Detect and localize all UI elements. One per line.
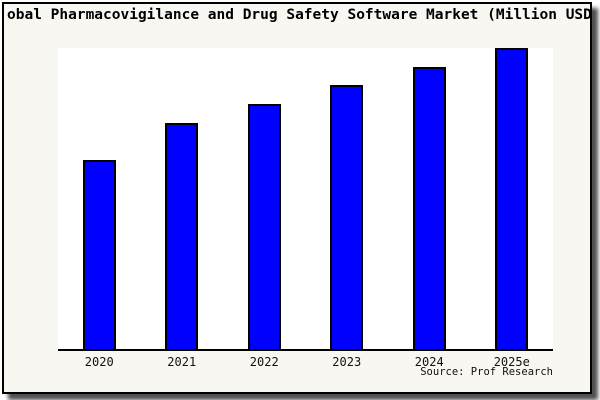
- bar-2023: [330, 85, 364, 349]
- bar-slot-2022: [223, 48, 306, 349]
- bar-2021: [165, 123, 199, 349]
- x-tick-2025e: 2025e: [493, 355, 530, 369]
- chart-title: obal Pharmacovigilance and Drug Safety S…: [7, 7, 592, 23]
- bar-2024: [412, 67, 446, 349]
- source-note: Source: Prof Research: [420, 366, 553, 378]
- bar-2022: [247, 104, 281, 349]
- x-tick-2024: 2024: [414, 355, 444, 369]
- bar-slot-2023: [306, 48, 389, 349]
- bar-slot-2024: [388, 48, 471, 349]
- x-axis-labels: 2020 2021 2022 2023 2024 2025e: [58, 355, 553, 369]
- plot-area: [58, 48, 553, 351]
- figure-frame: obal Pharmacovigilance and Drug Safety S…: [2, 2, 592, 394]
- bar-2020: [82, 160, 116, 349]
- bar-2025e: [495, 48, 529, 349]
- x-tick-2022: 2022: [249, 355, 279, 369]
- x-tick-2023: 2023: [332, 355, 362, 369]
- x-tick-2021: 2021: [167, 355, 197, 369]
- x-tick-2020: 2020: [84, 355, 114, 369]
- bar-slot-2025e: [471, 48, 554, 349]
- bar-slot-2021: [141, 48, 224, 349]
- bar-slot-2020: [58, 48, 141, 349]
